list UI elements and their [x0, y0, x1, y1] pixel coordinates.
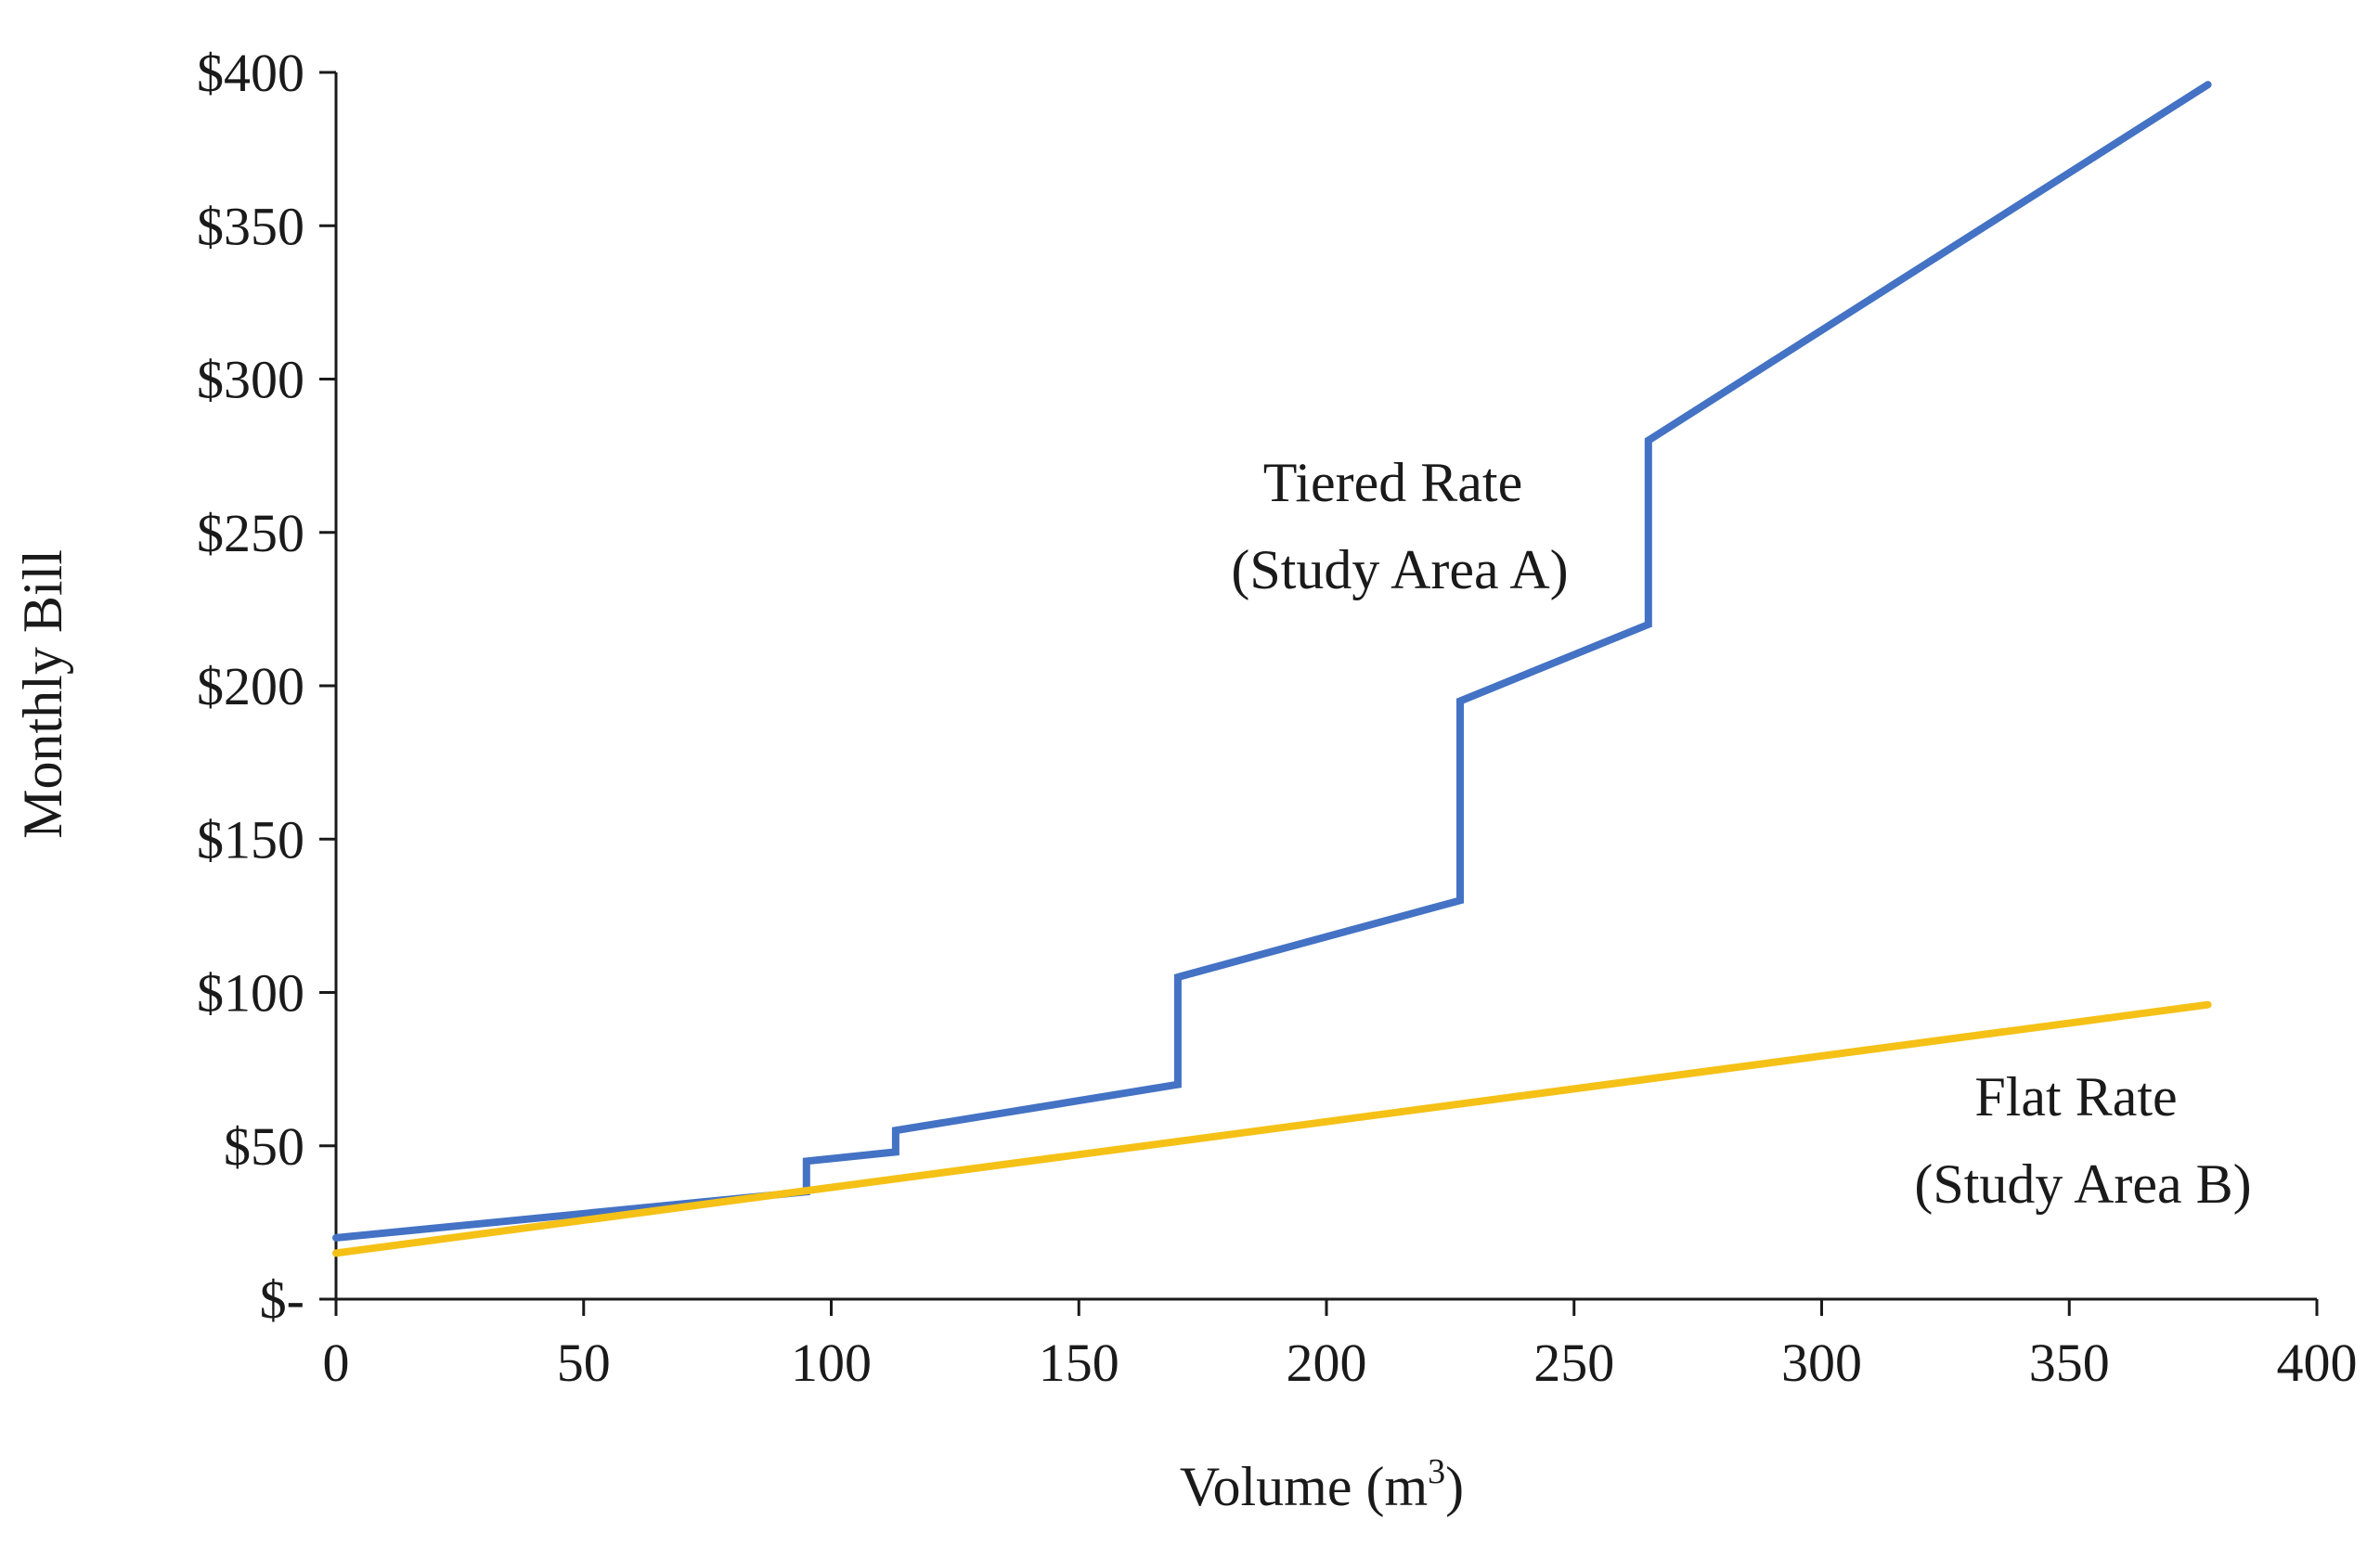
x-axis-title-superscript: 3	[1428, 1452, 1445, 1491]
tiered-rate-line	[332, 81, 2212, 1242]
y-tick-label: $350	[197, 196, 304, 256]
x-tick-label: 300	[1781, 1333, 1862, 1393]
x-tick-label: 250	[1533, 1333, 1614, 1393]
y-tick-label: $50	[224, 1116, 304, 1177]
y-tick-label: $150	[197, 809, 304, 870]
x-axis-title: Volume (m3)	[1180, 1452, 1464, 1517]
x-tick-label: 150	[1039, 1333, 1119, 1393]
x-tick-label: 350	[2029, 1333, 2110, 1393]
x-tick-label: 200	[1287, 1333, 1367, 1393]
y-tick-label: $300	[197, 350, 304, 410]
y-axis-title: Monthly Bill	[12, 549, 73, 839]
y-tick-label: $250	[197, 503, 304, 563]
y-tick-label: $200	[197, 656, 304, 716]
y-tick-label: $-	[260, 1269, 304, 1330]
tiered-rate-annotation-line-2: (Study Area A)	[1231, 539, 1568, 600]
flat-rate-line	[332, 1000, 2212, 1257]
y-tick-label: $400	[197, 43, 304, 103]
x-tick-label: 100	[791, 1333, 872, 1393]
flat-rate-annotation: Flat Rate (Study Area B)	[1914, 1066, 2251, 1215]
x-tick-label: 0	[323, 1333, 350, 1393]
series-group	[332, 81, 2212, 1257]
x-axis-title-suffix: )	[1445, 1456, 1464, 1517]
x-tick-label: 400	[2277, 1333, 2358, 1393]
tiered-rate-annotation-line-1: Tiered Rate	[1263, 452, 1522, 513]
y-tick-label: $100	[197, 963, 304, 1024]
y-ticks: $- $50 $100 $150 $200 $250 $300 $350 $400	[197, 43, 336, 1330]
tiered-rate-annotation: Tiered Rate (Study Area A)	[1231, 452, 1568, 600]
flat-rate-annotation-line-2: (Study Area B)	[1914, 1153, 2251, 1215]
x-axis-title-main: Volume (m	[1180, 1456, 1428, 1517]
flat-rate-annotation-line-1: Flat Rate	[1974, 1066, 2177, 1127]
x-tick-label: 50	[557, 1333, 611, 1393]
x-ticks: 0 50 100 150 200 250 300 350 400	[323, 1299, 2358, 1393]
